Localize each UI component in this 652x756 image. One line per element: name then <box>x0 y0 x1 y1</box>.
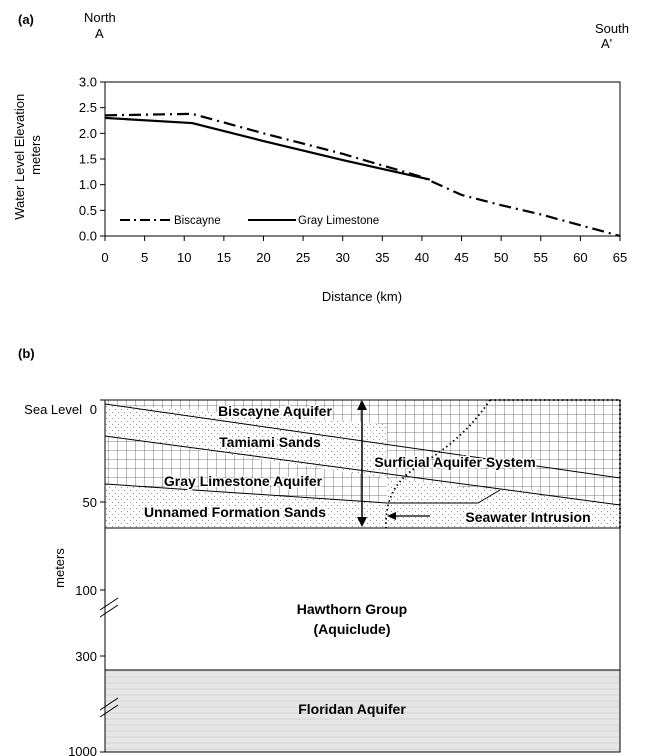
series-line-gray-limestone <box>104 116 431 181</box>
legend-biscayne-label: Biscayne <box>174 215 221 227</box>
x-tick-label: 55 <box>534 250 548 265</box>
axis-break-2b <box>99 704 119 718</box>
y-tick-label: 2.5 <box>79 100 97 115</box>
y-tick-label: 1.0 <box>79 177 97 192</box>
arrow-head-bottom <box>357 517 367 527</box>
pointer-head <box>387 512 396 520</box>
boundary-gray-limestone-base <box>104 483 388 504</box>
x-tick-label: 35 <box>375 250 389 265</box>
x-tick-label: 50 <box>494 250 508 265</box>
grid-regions-left <box>105 400 387 503</box>
x-tick-label: 65 <box>613 250 627 265</box>
depth-label-300: 300 <box>75 649 97 664</box>
y-tick-label: 0.5 <box>79 203 97 218</box>
x-tick-label: 40 <box>415 250 429 265</box>
floridan-layer <box>104 669 621 753</box>
y-axis-label-line-2: meters <box>28 135 43 175</box>
plot-frame <box>104 81 621 237</box>
tamiami-sands-label: Tamiami Sands <box>219 434 321 450</box>
depth-label-100: 100 <box>75 583 97 598</box>
x-tick-label: 10 <box>177 250 191 265</box>
x-tick-label: 20 <box>256 250 270 265</box>
y-axis-label-line-1: Water Level Elevation <box>12 94 27 220</box>
x-tick-label: 0 <box>101 250 108 265</box>
depth-axis-label: meters <box>52 548 67 588</box>
panel-a: (a) North A South A' Water Level Elevati… <box>12 10 629 304</box>
hawthorn-layer <box>104 527 621 671</box>
aquiclude-label: (Aquiclude) <box>314 621 391 637</box>
seawater-pointer <box>387 512 430 520</box>
gray-limestone-aquifer-label: Gray Limestone Aquifer <box>164 473 323 489</box>
panel-b-label: (b) <box>18 346 35 361</box>
south-label: South <box>595 21 629 36</box>
surficial-arrow <box>357 400 367 527</box>
x-tick-label: 15 <box>217 250 231 265</box>
axis-break-1b <box>99 604 119 618</box>
grid-regions-right <box>387 400 620 528</box>
south-letter: A' <box>601 36 612 51</box>
axis-break-1a <box>99 597 119 611</box>
north-letter: A <box>95 26 104 41</box>
gray-limestone-grid <box>105 436 387 503</box>
depth-axis: Sea Level 0 50 100 300 1000 meters <box>24 399 119 756</box>
intrusion-wedge-sands <box>387 490 540 528</box>
north-label: North <box>84 10 116 25</box>
x-axis-label: Distance (km) <box>322 289 402 304</box>
x-tick-label: 60 <box>573 250 587 265</box>
series-lines <box>104 112 621 238</box>
legend: Biscayne Gray Limestone <box>120 215 379 227</box>
seawater-intrusion-label: Seawater Intrusion <box>465 509 590 525</box>
boundary-wedge <box>387 489 501 504</box>
x-tick-label: 30 <box>335 250 349 265</box>
depth-label-1000: 1000 <box>68 744 97 756</box>
panel-a-label: (a) <box>18 12 34 27</box>
panel-b: (b) <box>18 346 621 756</box>
x-tick-label: 45 <box>454 250 468 265</box>
series-line-biscayne <box>104 112 621 238</box>
y-ticks: 0.0 0.5 1.0 1.5 2.0 2.5 3.0 <box>79 75 105 244</box>
layer-labels: Biscayne Aquifer Tamiami Sands Surficial… <box>142 402 592 527</box>
floridan-aquifer-label: Floridan Aquifer <box>298 701 406 717</box>
y-axis-label: Water Level Elevation meters <box>12 90 43 220</box>
x-tick-label: 25 <box>296 250 310 265</box>
biscayne-grid-top <box>105 400 387 424</box>
depth-label-50: 50 <box>83 495 97 510</box>
y-tick-label: 2.0 <box>79 126 97 141</box>
x-tick-label: 5 <box>141 250 148 265</box>
biscayne-aquifer-label: Biscayne Aquifer <box>218 403 332 419</box>
y-tick-label: 1.5 <box>79 152 97 167</box>
axis-break-2a <box>99 697 119 711</box>
surficial-aquifer-system-label: Surficial Aquifer System <box>374 454 535 470</box>
y-tick-label: 0.0 <box>79 229 97 244</box>
depth-label-0: 0 <box>90 402 97 417</box>
y-tick-label: 3.0 <box>79 75 97 90</box>
legend-gray-limestone-label: Gray Limestone <box>298 215 379 227</box>
unnamed-formation-sands-label: Unnamed Formation Sands <box>144 504 326 520</box>
arrow-head-top <box>357 400 367 410</box>
hawthorn-group-label: Hawthorn Group <box>297 601 407 617</box>
x-ticks: 0 5 10 15 20 25 30 35 40 45 50 55 60 65 <box>101 236 627 265</box>
sea-level-label: Sea Level <box>24 402 82 417</box>
